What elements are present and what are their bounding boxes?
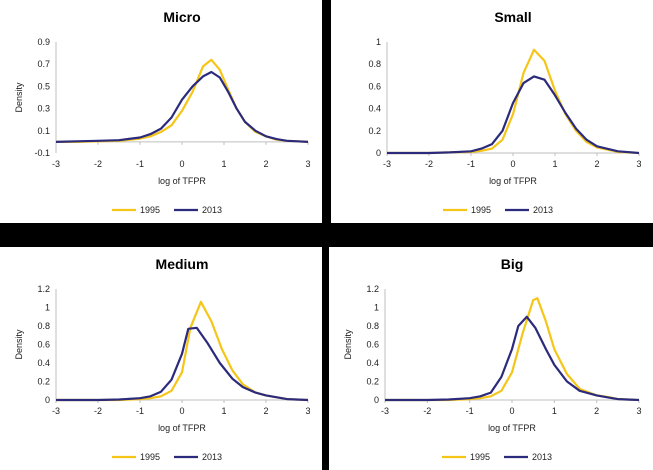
y-tick-label: 0.6 [366, 340, 379, 350]
series-line-2013 [387, 75, 640, 155]
chart-title: Big [501, 256, 524, 272]
legend-label: 1995 [471, 205, 491, 215]
density-chart: Big 0 0.2 0.4 0.6 0.8 1 1.2 -3 -2 -1 0 1 2 3 log of TFP… [343, 256, 642, 462]
legend-label: 2013 [202, 205, 222, 215]
y-tick-label: 0.6 [37, 340, 50, 350]
x-tick-label: -2 [423, 406, 431, 416]
y-tick-label: 1 [376, 37, 381, 47]
x-tick-label: 1 [552, 159, 557, 169]
x-tick-label: 0 [179, 406, 184, 416]
x-tick-label: 3 [636, 159, 641, 169]
y-tick-label: 1.2 [366, 284, 379, 294]
y-tick-label: 0 [374, 395, 379, 405]
density-chart: Small 0 0.2 0.4 0.6 0.8 1 -3 -2 -1 0 1 2 3 log of TFPR… [368, 9, 641, 215]
x-axis-label: log of TFPR [158, 176, 206, 186]
x-tick-label: 2 [263, 406, 268, 416]
y-tick-label: 0.1 [37, 126, 50, 136]
x-tick-label: 0 [509, 406, 514, 416]
x-tick-label: -1 [466, 406, 474, 416]
chart-title: Micro [163, 9, 200, 25]
legend-label: 1995 [140, 205, 160, 215]
chart-panel-small: Small 0 0.2 0.4 0.6 0.8 1 -3 -2 -1 0 1 2 3 log of TFPR… [331, 0, 653, 223]
x-tick-label: -1 [136, 159, 144, 169]
y-tick-label: -0.1 [34, 148, 50, 158]
y-tick-label: 1 [45, 303, 50, 313]
chart-title: Small [494, 9, 531, 25]
x-tick-label: -1 [136, 406, 144, 416]
x-tick-label: 2 [263, 159, 268, 169]
y-tick-label: 0.6 [368, 81, 381, 91]
x-tick-label: -3 [52, 159, 60, 169]
y-axis-label: Density [343, 329, 353, 360]
x-tick-label: -3 [381, 406, 389, 416]
y-axis-label: Density [14, 82, 24, 113]
x-tick-label: 0 [510, 159, 515, 169]
x-tick-label: 1 [552, 406, 557, 416]
chart-panel-medium: Medium 0 0.2 0.4 0.6 0.8 1 1.2 -3 -2 -1 0 1 2 3 log of … [0, 247, 322, 470]
x-tick-label: -1 [467, 159, 475, 169]
y-tick-label: 0.8 [37, 321, 50, 331]
density-chart: Micro -0.1 0.1 0.3 0.5 0.7 0.9 -3 -2 -1 0 1 2 3 log of… [14, 9, 311, 215]
y-tick-label: 0.2 [366, 377, 379, 387]
x-tick-label: -3 [383, 159, 391, 169]
x-axis-label: log of TFPR [488, 423, 536, 433]
x-tick-label: 3 [636, 406, 641, 416]
x-tick-label: -3 [52, 406, 60, 416]
legend-label: 1995 [470, 452, 490, 462]
x-axis-label: log of TFPR [158, 423, 206, 433]
y-tick-label: 0.2 [37, 377, 50, 387]
y-tick-label: 0.5 [37, 81, 50, 91]
x-tick-label: 1 [221, 406, 226, 416]
x-tick-label: 2 [594, 159, 599, 169]
series-line-2013 [55, 70, 309, 143]
y-tick-label: 0.8 [366, 321, 379, 331]
legend-label: 1995 [140, 452, 160, 462]
legend-label: 2013 [532, 452, 552, 462]
chart-title: Medium [156, 256, 209, 272]
y-tick-label: 0.9 [37, 37, 50, 47]
y-tick-label: 0.4 [37, 358, 50, 368]
y-tick-label: 0.4 [366, 358, 379, 368]
y-tick-label: 0.2 [368, 126, 381, 136]
y-tick-label: 0.4 [368, 104, 381, 114]
density-chart: Medium 0 0.2 0.4 0.6 0.8 1 1.2 -3 -2 -1 0 1 2 3 log of … [14, 256, 311, 462]
y-tick-label: 0 [45, 395, 50, 405]
x-tick-label: 3 [305, 159, 310, 169]
chart-panel-micro: Micro -0.1 0.1 0.3 0.5 0.7 0.9 -3 -2 -1 0 1 2 3 log of… [0, 0, 322, 223]
x-tick-label: 3 [305, 406, 310, 416]
y-tick-label: 0 [376, 148, 381, 158]
x-tick-label: -2 [425, 159, 433, 169]
legend-label: 2013 [202, 452, 222, 462]
x-axis-label: log of TFPR [489, 176, 537, 186]
y-tick-label: 0.3 [37, 104, 50, 114]
x-tick-label: -2 [94, 159, 102, 169]
x-tick-label: 1 [221, 159, 226, 169]
y-tick-label: 1.2 [37, 284, 50, 294]
series-line-2013 [56, 326, 309, 402]
y-axis-label: Density [14, 329, 24, 360]
y-tick-label: 0.8 [368, 59, 381, 69]
series-line-2013 [385, 315, 640, 402]
x-tick-label: -2 [94, 406, 102, 416]
x-tick-label: 0 [179, 159, 184, 169]
x-tick-label: 2 [594, 406, 599, 416]
y-tick-label: 1 [374, 303, 379, 313]
chart-panel-big: Big 0 0.2 0.4 0.6 0.8 1 1.2 -3 -2 -1 0 1 2 3 log of TFP… [329, 247, 653, 470]
legend-label: 2013 [533, 205, 553, 215]
y-tick-label: 0.7 [37, 59, 50, 69]
